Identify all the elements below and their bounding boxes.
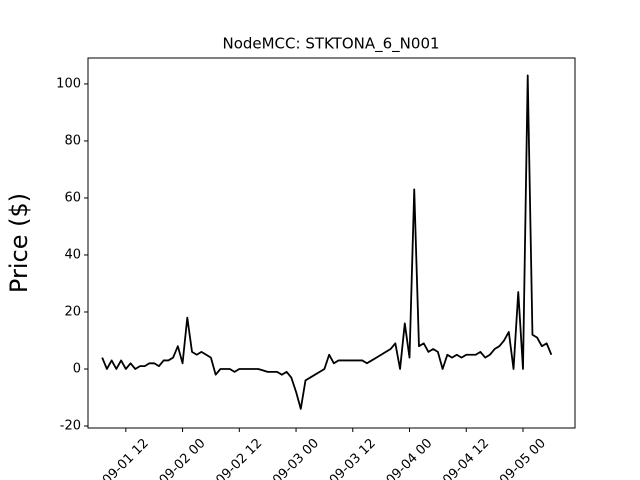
chart-title: NodeMCC: STKTONA_6_N001 [222,35,439,54]
y-tick-label: 80 [64,133,81,148]
price-line [101,74,553,410]
y-tick-label: 40 [64,247,81,262]
x-tick-label: 09-05 00 [497,436,549,480]
y-tick-label: 60 [64,190,81,205]
plot-frame [87,57,576,429]
x-tick-label: 09-03 12 [327,436,379,480]
y-axis-label: Price ($) [5,193,33,293]
y-tick-label: 0 [73,361,81,376]
x-tick-label: 09-02 12 [213,436,265,480]
y-tick-label: 20 [64,304,81,319]
y-tick-label: -20 [60,419,81,434]
y-tick-label: 100 [56,76,81,91]
x-tick-label: 09-03 00 [270,436,322,480]
x-tick-label: 09-04 12 [440,436,492,480]
x-tick-label: 09-02 00 [157,436,209,480]
x-tick-label: 09-01 12 [100,436,152,480]
x-tick-label: 09-04 00 [384,436,436,480]
